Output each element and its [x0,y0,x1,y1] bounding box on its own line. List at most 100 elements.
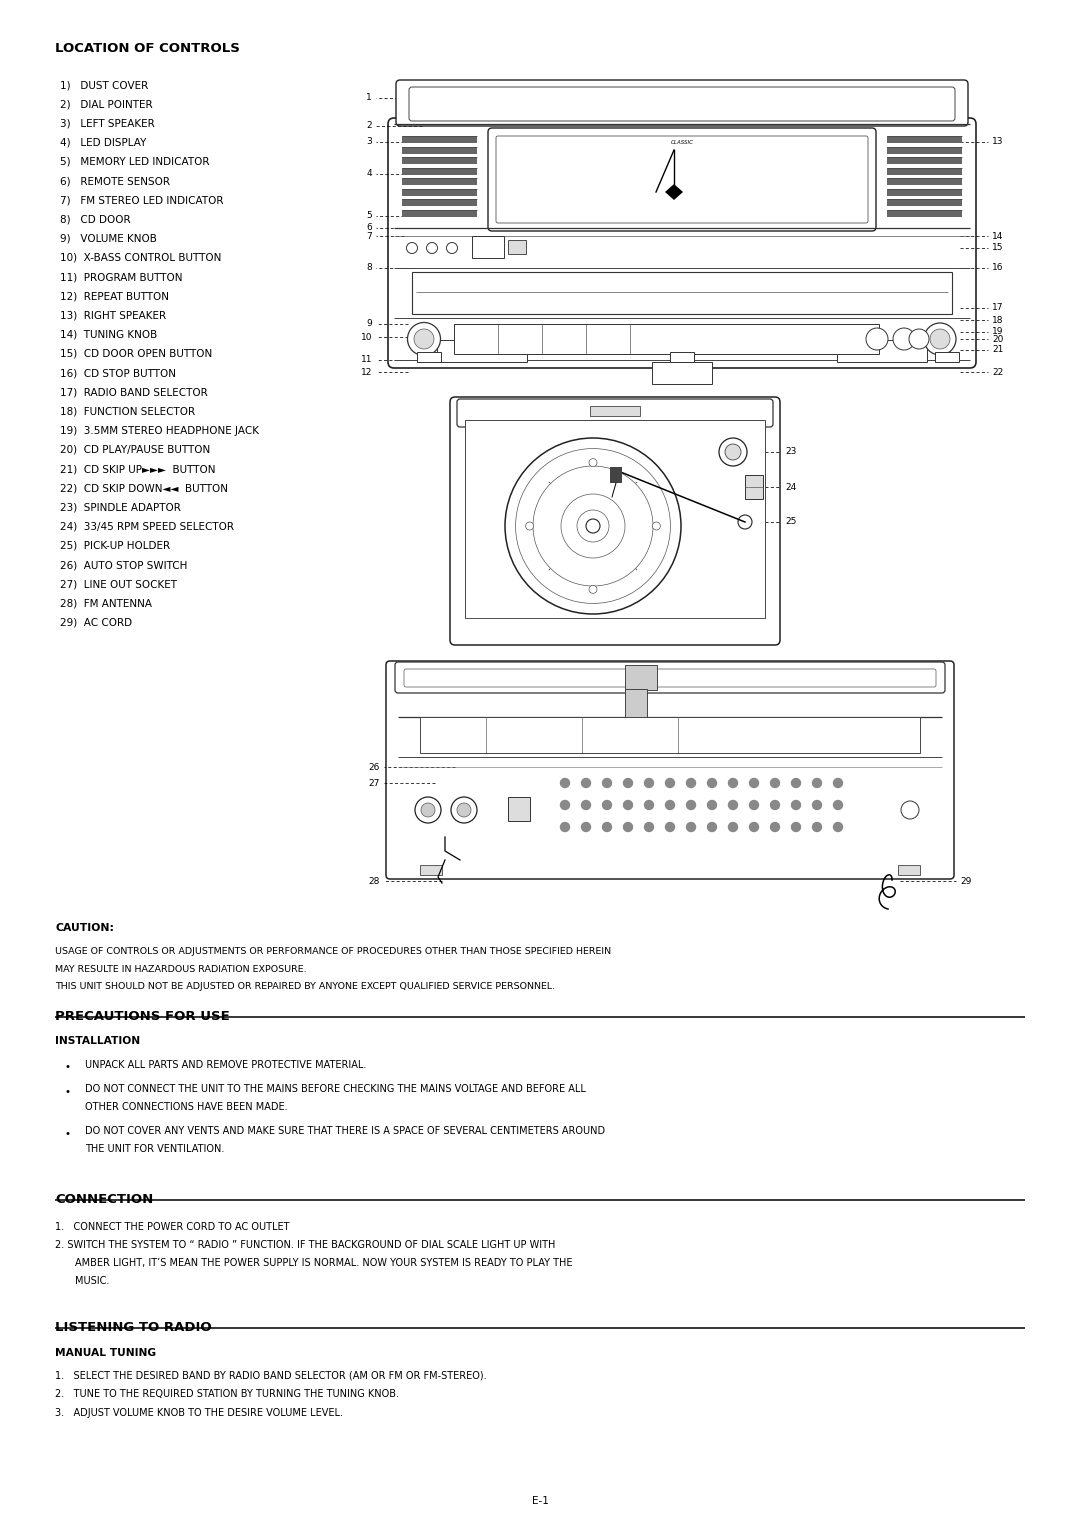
Bar [402,188,477,196]
Text: 4: 4 [366,170,372,179]
Circle shape [909,329,929,348]
Circle shape [924,322,956,354]
Bar [887,157,962,163]
FancyBboxPatch shape [388,118,976,368]
Text: 17)  RADIO BAND SELECTOR: 17) RADIO BAND SELECTOR [60,387,207,397]
Bar [625,665,657,691]
Text: 3)   LEFT SPEAKER: 3) LEFT SPEAKER [60,118,154,128]
Circle shape [687,778,696,787]
Text: 2)   DIAL POINTER: 2) DIAL POINTER [60,99,152,108]
Circle shape [623,778,633,787]
Bar [887,209,962,217]
Bar [887,199,962,206]
Circle shape [812,822,822,831]
Circle shape [665,822,675,831]
Text: CLASSIC: CLASSIC [671,139,693,145]
Bar [472,235,504,258]
Text: 19)  3.5MM STEREO HEADPHONE JACK: 19) 3.5MM STEREO HEADPHONE JACK [60,426,259,435]
Text: 12)  REPEAT BUTTON: 12) REPEAT BUTTON [60,292,168,301]
Circle shape [930,329,950,348]
FancyBboxPatch shape [409,87,955,121]
Circle shape [581,822,591,831]
Text: 19: 19 [993,327,1003,336]
Text: 27: 27 [368,778,380,787]
Circle shape [406,243,418,254]
Bar [402,177,477,185]
Bar [402,168,477,174]
Text: AMBER LIGHT, IT’S MEAN THE POWER SUPPLY IS NORMAL. NOW YOUR SYSTEM IS READY TO P: AMBER LIGHT, IT’S MEAN THE POWER SUPPLY … [75,1258,572,1268]
Bar [402,199,477,206]
FancyBboxPatch shape [450,397,780,645]
Text: 11: 11 [361,356,372,365]
Text: OTHER CONNECTIONS HAVE BEEN MADE.: OTHER CONNECTIONS HAVE BEEN MADE. [85,1102,287,1111]
Circle shape [577,510,609,542]
Circle shape [415,798,441,824]
Text: 13)  RIGHT SPEAKER: 13) RIGHT SPEAKER [60,310,166,321]
Text: 28: 28 [368,877,380,886]
Text: 1.   SELECT THE DESIRED BAND BY RADIO BAND SELECTOR (AM OR FM OR FM-STEREO).: 1. SELECT THE DESIRED BAND BY RADIO BAND… [55,1371,487,1381]
Circle shape [687,822,696,831]
Text: 6: 6 [366,223,372,232]
Circle shape [738,515,752,529]
Text: 2: 2 [366,122,372,130]
Circle shape [834,822,842,831]
FancyBboxPatch shape [457,399,773,426]
Circle shape [707,778,716,787]
Text: 15)  CD DOOR OPEN BUTTON: 15) CD DOOR OPEN BUTTON [60,348,213,359]
Circle shape [770,801,780,810]
Bar [411,272,951,313]
Circle shape [623,822,633,831]
Circle shape [812,778,822,787]
Text: 22)  CD SKIP DOWN◄◄  BUTTON: 22) CD SKIP DOWN◄◄ BUTTON [60,483,228,494]
Circle shape [603,801,611,810]
Circle shape [645,778,653,787]
Text: 22: 22 [993,368,1003,376]
Circle shape [719,439,747,466]
Text: 8: 8 [366,263,372,272]
Circle shape [893,329,915,350]
Circle shape [581,801,591,810]
Circle shape [687,801,696,810]
Text: CAUTION:: CAUTION: [55,923,114,934]
Circle shape [451,798,477,824]
Polygon shape [665,183,683,200]
Circle shape [750,801,758,810]
Text: 5)   MEMORY LED INDICATOR: 5) MEMORY LED INDICATOR [60,157,210,167]
Circle shape [770,778,780,787]
Circle shape [457,804,471,817]
Circle shape [561,822,569,831]
Text: 20: 20 [993,335,1003,344]
Text: THE UNIT FOR VENTILATION.: THE UNIT FOR VENTILATION. [85,1143,225,1154]
Bar [887,136,962,144]
Circle shape [603,822,611,831]
Text: 7: 7 [366,232,372,240]
Circle shape [515,449,671,604]
Bar [402,136,477,144]
Circle shape [421,804,435,817]
Circle shape [665,778,675,787]
Circle shape [707,801,716,810]
Text: 4)   LED DISPLAY: 4) LED DISPLAY [60,138,147,148]
FancyBboxPatch shape [386,662,954,879]
Circle shape [407,322,441,356]
Text: 9)   VOLUME KNOB: 9) VOLUME KNOB [60,234,157,243]
Text: 14)  TUNING KNOB: 14) TUNING KNOB [60,330,158,339]
Bar [454,324,879,354]
Circle shape [729,778,738,787]
Circle shape [729,822,738,831]
Circle shape [750,778,758,787]
Circle shape [792,778,800,787]
Bar [670,351,694,362]
Text: 16)  CD STOP BUTTON: 16) CD STOP BUTTON [60,368,176,377]
Circle shape [581,778,591,787]
Text: PRECAUTIONS FOR USE: PRECAUTIONS FOR USE [55,1010,230,1022]
Bar [402,157,477,163]
Text: 14: 14 [993,232,1003,240]
Bar [417,351,441,362]
Text: 1)   DUST COVER: 1) DUST COVER [60,79,148,90]
FancyBboxPatch shape [396,79,968,125]
Circle shape [645,801,653,810]
Text: 18)  FUNCTION SELECTOR: 18) FUNCTION SELECTOR [60,406,195,417]
Text: 29: 29 [960,877,971,886]
Circle shape [834,801,842,810]
